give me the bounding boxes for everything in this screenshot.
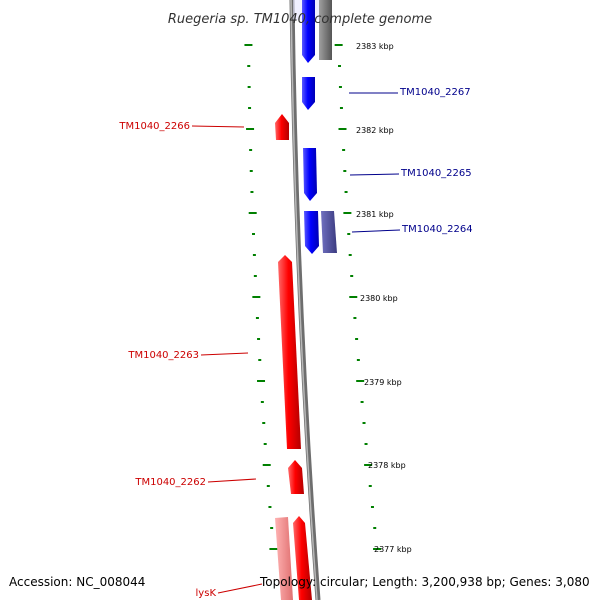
feature-TM1040_2267 <box>302 77 315 110</box>
gene-label: lysK <box>196 588 217 599</box>
scale-label: 2378 kbp <box>368 461 406 470</box>
gene-labels: TM1040_2267 TM1040_2266 TM1040_2265 TM1040_… <box>118 87 472 599</box>
feature-TM1040_2262 <box>288 460 304 494</box>
scale-label: 2380 kbp <box>360 294 398 303</box>
scale-ticks-left <box>244 44 278 550</box>
scale-label: 2382 kbp <box>356 126 394 135</box>
backbone <box>289 0 321 600</box>
feature-grey <box>319 0 332 60</box>
gene-leader-line <box>207 478 257 483</box>
scale-label: 2379 kbp <box>364 378 402 387</box>
gene-leader-line <box>191 125 245 128</box>
feature-TM1040_2263 <box>278 255 301 449</box>
map-title: Ruegeria sp. TM1040, complete genome <box>168 12 432 27</box>
feature-TM1040_2265 <box>303 148 317 201</box>
gene-features <box>275 0 337 600</box>
feature-TM1040_2264-b <box>321 211 337 253</box>
gene-leader-line <box>351 229 401 233</box>
gene-label: TM1040_2266 <box>118 121 190 132</box>
gene-label: TM1040_2263 <box>127 350 199 361</box>
gene-leader-line <box>217 583 263 594</box>
feature-TM1040_2266 <box>275 114 289 140</box>
scale-label: 2381 kbp <box>356 210 394 219</box>
scale-labels: 2383 kbp 2382 kbp 2381 kbp 2380 kbp 2379 kbp… <box>356 42 412 554</box>
gene-leader-line <box>349 173 400 176</box>
gene-label: TM1040_2262 <box>134 477 206 488</box>
gene-leader-line <box>200 352 249 356</box>
feature-lysK <box>293 516 312 600</box>
gene-label: TM1040_2265 <box>400 168 472 179</box>
topology-label: Topology: circular; Length: 3,200,938 bp… <box>259 575 590 589</box>
accession-label: Accession: NC_008044 <box>9 575 145 589</box>
gene-label: TM1040_2264 <box>401 224 473 235</box>
feature-lysK-light <box>275 517 293 600</box>
scale-ticks-right <box>334 44 382 550</box>
gene-label: TM1040_2267 <box>399 87 471 98</box>
feature-TM1040_2264 <box>304 211 319 254</box>
scale-label: 2377 kbp <box>374 545 412 554</box>
feature-reverse <box>302 0 315 63</box>
scale-label: 2383 kbp <box>356 42 394 51</box>
